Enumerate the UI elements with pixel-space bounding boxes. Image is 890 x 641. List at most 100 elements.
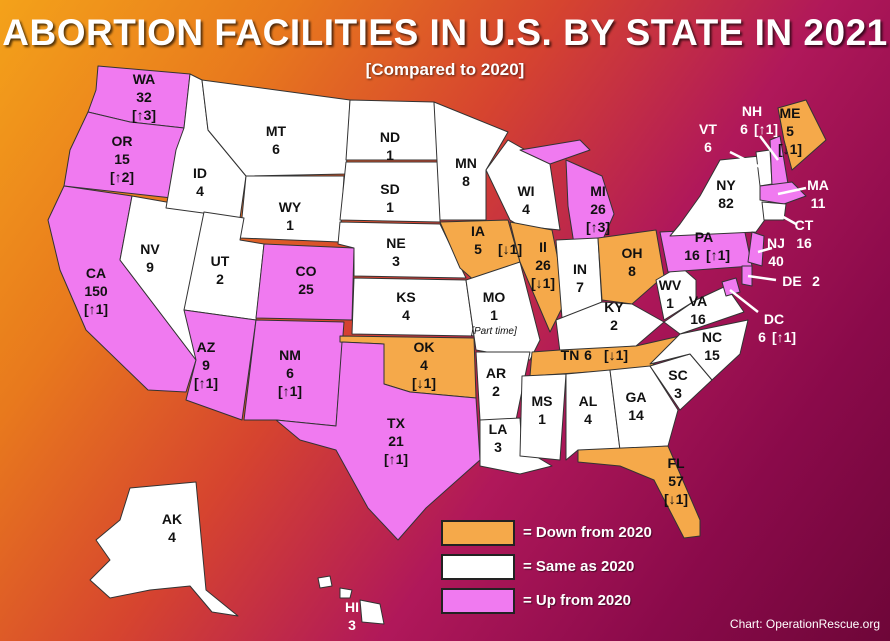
state-abbr-WA: WA bbox=[133, 71, 156, 87]
state-count-OK: 4 bbox=[420, 357, 428, 373]
state-abbr-WV: WV bbox=[659, 277, 682, 293]
state-abbr-MN: MN bbox=[455, 155, 477, 171]
state-change-IA: [↓1] bbox=[498, 241, 522, 257]
state-count-ND: 1 bbox=[386, 147, 394, 163]
state-abbr-UT: UT bbox=[211, 253, 230, 269]
state-abbr-NJ: NJ bbox=[767, 235, 785, 251]
state-count-AK: 4 bbox=[168, 529, 176, 545]
state-count-AL: 4 bbox=[584, 411, 592, 427]
state-count-IA: 5 bbox=[474, 241, 482, 257]
state-change-WA: [↑3] bbox=[132, 107, 156, 123]
state-shape-MN bbox=[433, 101, 509, 221]
state-count-AR: 2 bbox=[492, 383, 500, 399]
state-count-NH: 6 bbox=[740, 121, 748, 137]
state-abbr-TX: TX bbox=[387, 415, 406, 431]
state-count-FL: 57 bbox=[668, 473, 684, 489]
state-abbr-ID: ID bbox=[193, 165, 207, 181]
state-abbr-AL: AL bbox=[579, 393, 598, 409]
state-shape-OH bbox=[597, 229, 665, 305]
state-abbr-NE: NE bbox=[386, 235, 405, 251]
state-count-WA: 32 bbox=[136, 89, 152, 105]
page-title: ABORTION FACILITIES IN U.S. BY STATE IN … bbox=[2, 12, 888, 53]
state-count-AZ: 9 bbox=[202, 357, 210, 373]
state-shape-TX bbox=[275, 341, 481, 541]
state-count-LA: 3 bbox=[494, 439, 502, 455]
state-count-ME: 5 bbox=[786, 123, 794, 139]
state-abbr-PA: PA bbox=[695, 229, 713, 245]
state-abbr-FL: FL bbox=[667, 455, 685, 471]
state-count-TX: 21 bbox=[388, 433, 404, 449]
state-abbr-WI: WI bbox=[517, 183, 534, 199]
state-count-IN: 7 bbox=[576, 279, 584, 295]
state-count-TN: 6 bbox=[584, 347, 592, 363]
state-shape-AZ bbox=[183, 309, 257, 421]
state-shape-AK bbox=[89, 481, 239, 617]
state-abbr-ME: ME bbox=[780, 105, 801, 121]
state-abbr-SC: SC bbox=[668, 367, 687, 383]
state-count-MA: 11 bbox=[811, 195, 826, 211]
state-shape-NM bbox=[243, 319, 345, 427]
state-abbr-VT: VT bbox=[699, 121, 717, 137]
page-subtitle: [Compared to 2020] bbox=[365, 60, 525, 79]
state-abbr-OR: OR bbox=[112, 133, 133, 149]
state-abbr-IN: IN bbox=[573, 261, 587, 277]
state-change-TN: [↓1] bbox=[604, 347, 628, 363]
state-count-PA: 16 bbox=[684, 247, 700, 263]
state-abbr-CO: CO bbox=[296, 263, 317, 279]
state-abbr-VA: VA bbox=[689, 293, 707, 309]
state-abbr-MT: MT bbox=[266, 123, 287, 139]
state-count-CO: 25 bbox=[298, 281, 314, 297]
state-abbr-MO: MO bbox=[483, 289, 506, 305]
state-abbr-IL: Il bbox=[539, 239, 547, 255]
state-abbr-MI: MI bbox=[590, 183, 606, 199]
legend-label-same: = Same as 2020 bbox=[523, 558, 635, 575]
state-count-HI: 3 bbox=[348, 617, 356, 633]
state-shape-GA bbox=[609, 365, 679, 451]
callout-lines bbox=[729, 135, 807, 313]
state-abbr-NV: NV bbox=[140, 241, 160, 257]
state-abbr-CA: CA bbox=[86, 265, 106, 281]
state-shape-LA bbox=[479, 417, 553, 475]
state-abbr-IA: IA bbox=[471, 223, 485, 239]
state-count-MO: 1 bbox=[490, 307, 498, 323]
state-count-WV: 1 bbox=[666, 295, 674, 311]
state-shape-MT bbox=[201, 79, 351, 177]
state-abbr-GA: GA bbox=[626, 389, 647, 405]
state-abbr-SD: SD bbox=[380, 181, 399, 197]
state-count-MS: 1 bbox=[538, 411, 546, 427]
state-shapes bbox=[47, 65, 827, 625]
state-count-NV: 9 bbox=[146, 259, 154, 275]
state-abbr-MA: MA bbox=[807, 177, 829, 193]
state-count-KS: 4 bbox=[402, 307, 410, 323]
state-change-TX: [↑1] bbox=[384, 451, 408, 467]
state-change-AZ: [↑1] bbox=[194, 375, 218, 391]
state-count-MI: 26 bbox=[590, 201, 606, 217]
state-count-CT: 16 bbox=[796, 235, 812, 251]
state-abbr-KS: KS bbox=[396, 289, 415, 305]
state-count-MT: 6 bbox=[272, 141, 280, 157]
state-abbr-KY: KY bbox=[604, 299, 624, 315]
state-shape-FL bbox=[577, 445, 701, 539]
legend-swatch-same bbox=[441, 554, 515, 580]
state-change-DC: [↑1] bbox=[772, 329, 796, 345]
state-change-CA: [↑1] bbox=[84, 301, 108, 317]
state-count-VT: 6 bbox=[704, 139, 712, 155]
state-count-WY: 1 bbox=[286, 217, 294, 233]
state-shape-NE bbox=[337, 221, 467, 279]
state-count-UT: 2 bbox=[216, 271, 224, 287]
state-abbr-AR: AR bbox=[486, 365, 506, 381]
state-shape-MI-up bbox=[519, 139, 591, 165]
state-abbr-ND: ND bbox=[380, 129, 400, 145]
state-shape-HI bbox=[317, 575, 385, 625]
legend-label-up: = Up from 2020 bbox=[523, 592, 631, 609]
state-count-NJ: 40 bbox=[768, 253, 784, 269]
state-change-IL: [↓1] bbox=[531, 275, 555, 291]
state-count-KY: 2 bbox=[610, 317, 618, 333]
state-abbr-AZ: AZ bbox=[197, 339, 216, 355]
state-count-IL: 26 bbox=[535, 257, 551, 273]
state-count-ID: 4 bbox=[196, 183, 204, 199]
state-note-MO: [Part time] bbox=[470, 326, 517, 337]
chart-credit: Chart: OperationRescue.org bbox=[729, 617, 880, 631]
state-count-WI: 4 bbox=[522, 201, 530, 217]
